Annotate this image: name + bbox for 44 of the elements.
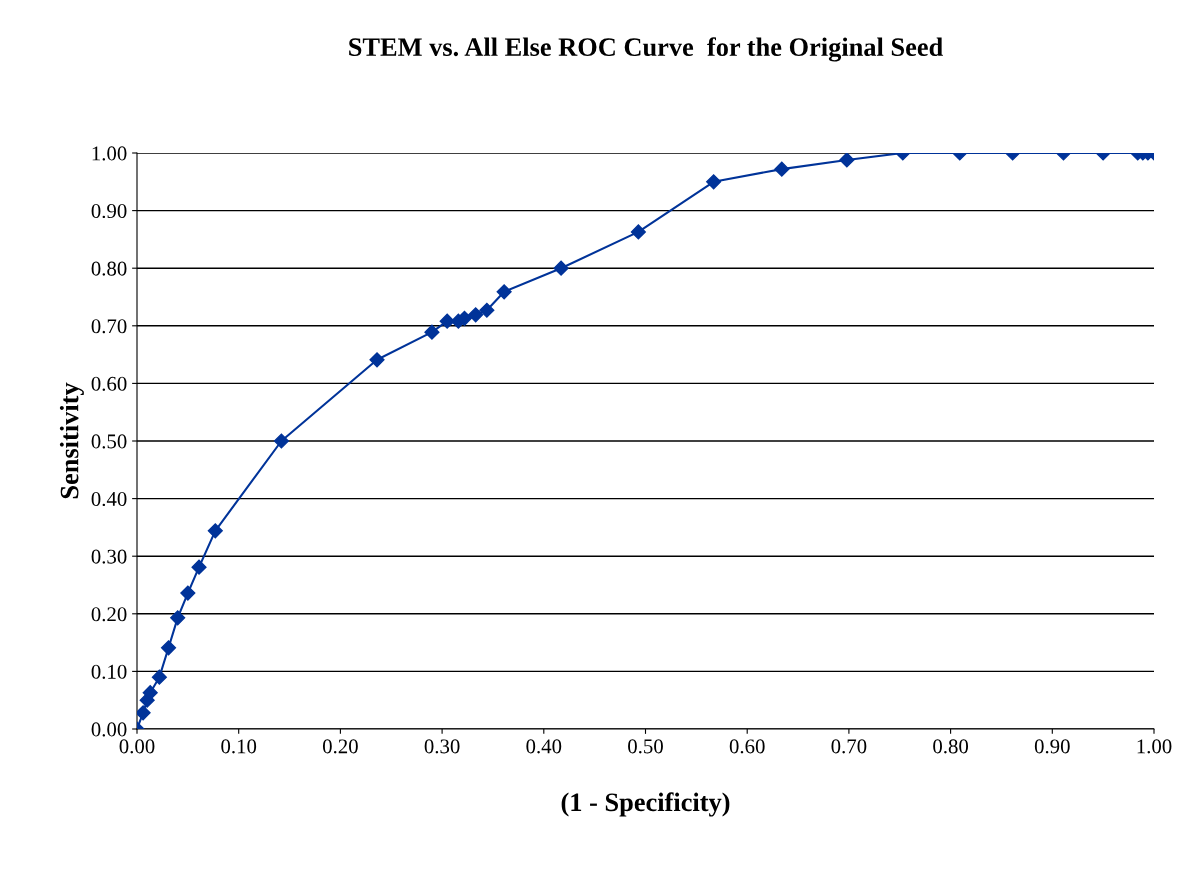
point <box>479 302 495 318</box>
y-axis-title: Sensitivity <box>59 382 84 499</box>
y-tick-label: 0.10 <box>91 664 127 679</box>
x-tick-label: 1.00 <box>1137 739 1172 754</box>
x-tick-label: 0.10 <box>221 739 257 754</box>
x-tick-label: 0.20 <box>322 739 358 754</box>
point <box>369 352 385 368</box>
y-tick-label: 0.20 <box>91 607 127 622</box>
x-tick-label: 0.80 <box>933 739 969 754</box>
x-axis-title: (1 - Specificity) <box>561 792 730 817</box>
point <box>137 705 151 721</box>
x-tick-label: 0.30 <box>424 739 460 754</box>
point <box>207 523 223 539</box>
point <box>496 284 512 300</box>
point <box>630 224 646 240</box>
point <box>553 260 569 276</box>
point <box>160 640 177 656</box>
x-tick-label: 0.70 <box>831 739 867 754</box>
point <box>774 161 790 177</box>
point <box>151 669 167 685</box>
point <box>468 307 484 323</box>
y-tick-label: 0.80 <box>91 261 127 276</box>
y-tick-label: 0.70 <box>91 319 127 334</box>
point <box>424 324 440 340</box>
y-tick-label: 0.30 <box>91 549 127 564</box>
point <box>191 559 207 575</box>
y-tick-label: 0.00 <box>91 722 127 737</box>
point <box>170 610 186 626</box>
x-tick-label: 0.90 <box>1034 739 1070 754</box>
x-tick-label: 0.00 <box>119 739 155 754</box>
x-tick-label: 0.60 <box>729 739 765 754</box>
point <box>439 313 455 329</box>
chart-title: STEM vs. All Else ROC Curve for the Original Seed <box>349 37 943 62</box>
point <box>839 153 855 168</box>
y-tick-label: 1.00 <box>92 146 127 161</box>
point <box>180 585 196 601</box>
y-tick-label: 0.40 <box>91 491 127 507</box>
y-tick-label: 0.60 <box>91 376 127 391</box>
y-tick-label: 0.50 <box>91 434 127 449</box>
x-tick-label: 0.40 <box>526 739 562 754</box>
x-tick-label: 0.50 <box>628 739 663 754</box>
point <box>273 433 289 449</box>
point <box>706 174 722 190</box>
y-tick-label: 0.90 <box>91 203 127 219</box>
